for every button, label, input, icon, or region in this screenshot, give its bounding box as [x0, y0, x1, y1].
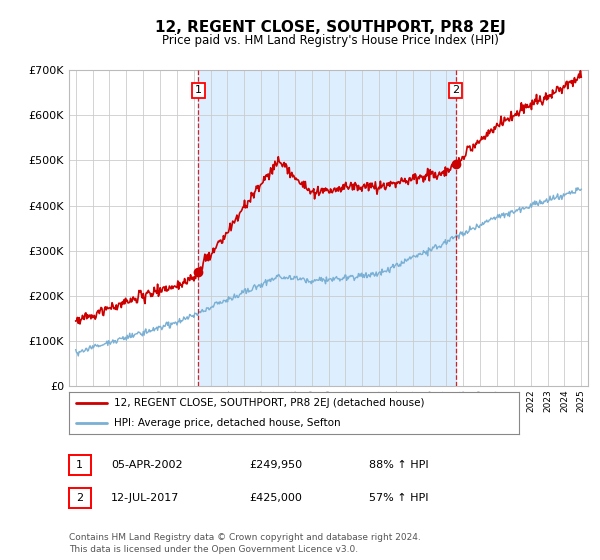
Text: 2: 2	[76, 493, 83, 503]
Bar	[198, 70, 455, 386]
Text: HPI: Average price, detached house, Sefton: HPI: Average price, detached house, Seft…	[114, 418, 341, 428]
Text: 88% ↑ HPI: 88% ↑ HPI	[369, 460, 428, 470]
Text: 05-APR-2002: 05-APR-2002	[111, 460, 182, 470]
Text: 12, REGENT CLOSE, SOUTHPORT, PR8 2EJ: 12, REGENT CLOSE, SOUTHPORT, PR8 2EJ	[155, 20, 505, 35]
Text: Price paid vs. HM Land Registry's House Price Index (HPI): Price paid vs. HM Land Registry's House …	[161, 34, 499, 46]
Text: 1: 1	[195, 85, 202, 95]
Text: 12-JUL-2017: 12-JUL-2017	[111, 493, 179, 503]
Text: 57% ↑ HPI: 57% ↑ HPI	[369, 493, 428, 503]
Text: £249,950: £249,950	[249, 460, 302, 470]
Text: 1: 1	[76, 460, 83, 470]
Text: Contains HM Land Registry data © Crown copyright and database right 2024.
This d: Contains HM Land Registry data © Crown c…	[69, 533, 421, 554]
Text: £425,000: £425,000	[249, 493, 302, 503]
Text: 2: 2	[452, 85, 459, 95]
Text: 12, REGENT CLOSE, SOUTHPORT, PR8 2EJ (detached house): 12, REGENT CLOSE, SOUTHPORT, PR8 2EJ (de…	[114, 398, 425, 408]
